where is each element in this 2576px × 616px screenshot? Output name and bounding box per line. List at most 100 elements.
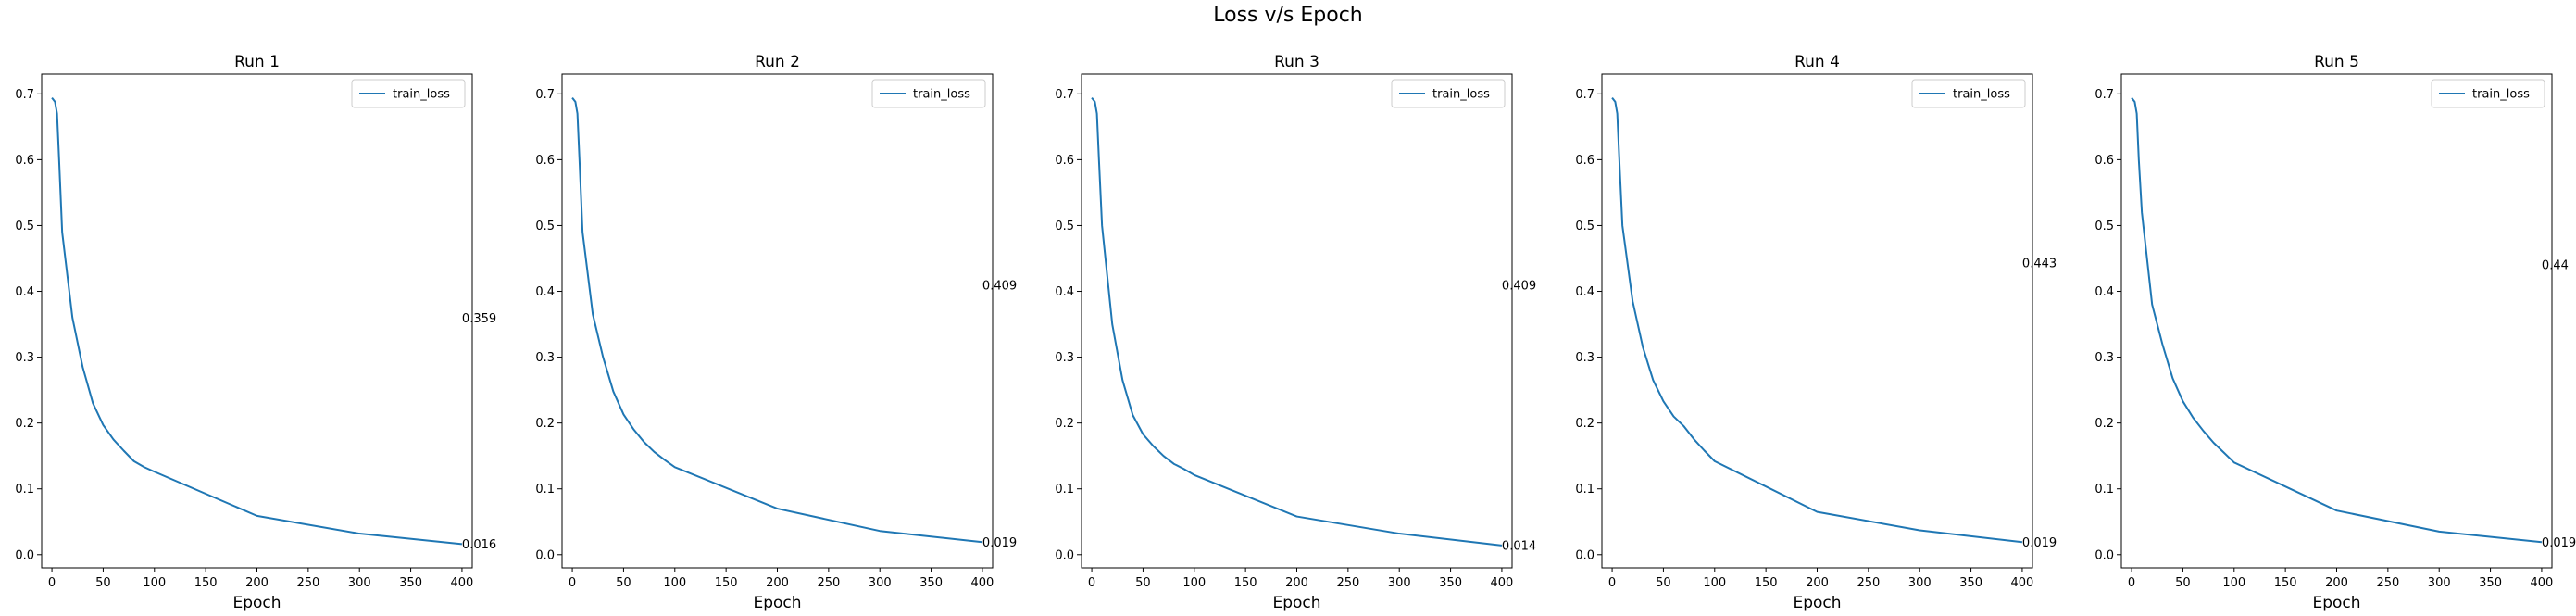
x-tick-label: 250: [1857, 576, 1880, 590]
y-tick-label: 0.3: [1055, 351, 1074, 365]
x-tick-label: 50: [616, 576, 631, 590]
y-tick-label: 0.7: [15, 88, 34, 102]
value-annotation: 0.019: [982, 536, 1017, 550]
y-tick-label: 0.5: [15, 220, 34, 233]
value-annotation: 0.019: [2542, 536, 2576, 550]
legend-label: train_loss: [913, 88, 970, 102]
y-tick-label: 0.3: [1575, 351, 1594, 365]
x-tick-label: 350: [919, 576, 943, 590]
axes-frame: [2120, 73, 2553, 569]
y-tick-label: 0.3: [2095, 351, 2114, 365]
y-tick-label: 0.7: [1055, 88, 1074, 102]
series-line-train_loss: [51, 96, 463, 546]
series-line-train_loss: [2131, 96, 2543, 544]
series-line-train_loss: [1091, 96, 1503, 547]
legend-label: train_loss: [393, 88, 450, 102]
legend-box: [1391, 79, 1506, 108]
x-tick-label: 300: [869, 576, 892, 590]
x-tick-label: 200: [2325, 576, 2348, 590]
x-tick-label: 150: [2274, 576, 2297, 590]
x-tick-label: 400: [2531, 576, 2554, 590]
axes-frame: [1601, 73, 2033, 569]
subplot-title: Run 4: [1794, 53, 1840, 71]
y-tick-label: 0.0: [1055, 548, 1074, 562]
y-tick-label: 0.1: [15, 483, 34, 497]
x-tick-label: 100: [2222, 576, 2245, 590]
y-tick-label: 0.1: [1055, 483, 1074, 497]
subplot-title: Run 2: [755, 53, 800, 71]
y-tick-label: 0.6: [1575, 154, 1594, 168]
y-tick-label: 0.6: [535, 154, 555, 168]
y-tick-label: 0.1: [1575, 483, 1594, 497]
legend-label: train_loss: [1953, 88, 2010, 102]
y-tick-label: 0.2: [535, 417, 555, 431]
x-tick-label: 0: [569, 576, 576, 590]
x-tick-label: 50: [1656, 576, 1671, 590]
y-tick-label: 0.4: [1055, 285, 1074, 299]
legend-label: train_loss: [2472, 88, 2530, 102]
value-annotation: 0.409: [982, 280, 1017, 294]
y-tick-label: 0.3: [535, 351, 555, 365]
legend: train_loss: [871, 79, 986, 108]
legend-box: [1911, 79, 2026, 108]
x-tick-label: 250: [817, 576, 840, 590]
value-annotation: 0.016: [462, 538, 496, 552]
subplot-title: Run 1: [234, 53, 280, 71]
x-tick-label: 350: [399, 576, 422, 590]
x-tick-label: 100: [1703, 576, 1726, 590]
x-tick-label: 50: [95, 576, 111, 590]
x-tick-label: 300: [348, 576, 371, 590]
x-axis-label: Epoch: [232, 594, 281, 612]
x-tick-label: 100: [143, 576, 166, 590]
x-tick-label: 150: [715, 576, 738, 590]
x-tick-label: 300: [1388, 576, 1411, 590]
value-annotation: 0.359: [462, 312, 496, 326]
x-tick-label: 0: [1608, 576, 1616, 590]
y-tick-label: 0.7: [535, 88, 555, 102]
y-tick-label: 0.4: [1575, 285, 1594, 299]
subplot-run-2: Run 2 0 50 100 150 200 250 300 350 400 0.0 0.1 0.2 0.…: [535, 53, 1017, 612]
subplot-run-3: Run 3 0 50 100 150 200 250 300 350 400 0.0 0.1 0.2 0.…: [1055, 53, 1536, 612]
x-tick-label: 250: [1336, 576, 1359, 590]
x-tick-label: 50: [2175, 576, 2191, 590]
y-tick-label: 0.1: [2095, 483, 2114, 497]
x-tick-label: 200: [766, 576, 789, 590]
figure-title: Loss v/s Epoch: [1213, 4, 1363, 27]
legend: train_loss: [2431, 79, 2545, 108]
y-tick-label: 0.6: [1055, 154, 1074, 168]
y-tick-label: 0.2: [2095, 417, 2114, 431]
y-tick-label: 0.0: [535, 548, 555, 562]
x-tick-label: 150: [194, 576, 218, 590]
x-tick-label: 100: [663, 576, 686, 590]
value-annotation: 0.409: [1502, 280, 1536, 294]
axes-frame: [561, 73, 994, 569]
y-tick-label: 0.2: [15, 417, 34, 431]
value-annotation: 0.019: [2022, 536, 2057, 550]
x-tick-label: 300: [2428, 576, 2451, 590]
x-tick-label: 400: [451, 576, 474, 590]
subplot-run-4: Run 4 0 50 100 150 200 250 300 350 400 0.0 0.1 0.2 0.…: [1575, 53, 2057, 612]
y-tick-label: 0.6: [2095, 154, 2114, 168]
series-line-train_loss: [571, 96, 983, 544]
value-annotation: 0.443: [2022, 257, 2057, 270]
x-tick-label: 150: [1755, 576, 1778, 590]
x-tick-label: 250: [2376, 576, 2399, 590]
y-tick-label: 0.5: [2095, 220, 2114, 233]
y-tick-label: 0.4: [15, 285, 34, 299]
y-tick-label: 0.3: [15, 351, 34, 365]
x-tick-label: 200: [1285, 576, 1308, 590]
x-axis-label: Epoch: [2312, 594, 2360, 612]
y-tick-label: 0.2: [1055, 417, 1074, 431]
x-tick-label: 0: [2128, 576, 2135, 590]
series-line-train_loss: [1611, 96, 2023, 544]
subplot-run-1: Run 1 0 50 100 150 200 250 300 350 400 0.0 0.1 0.2 0.…: [15, 53, 496, 612]
legend: train_loss: [1911, 79, 2026, 108]
x-tick-label: 400: [971, 576, 994, 590]
y-tick-label: 0.7: [2095, 88, 2114, 102]
axes-frame: [41, 73, 473, 569]
subplot-title: Run 3: [1274, 53, 1319, 71]
value-annotation: 0.014: [1502, 539, 1536, 553]
x-tick-label: 100: [1182, 576, 1206, 590]
